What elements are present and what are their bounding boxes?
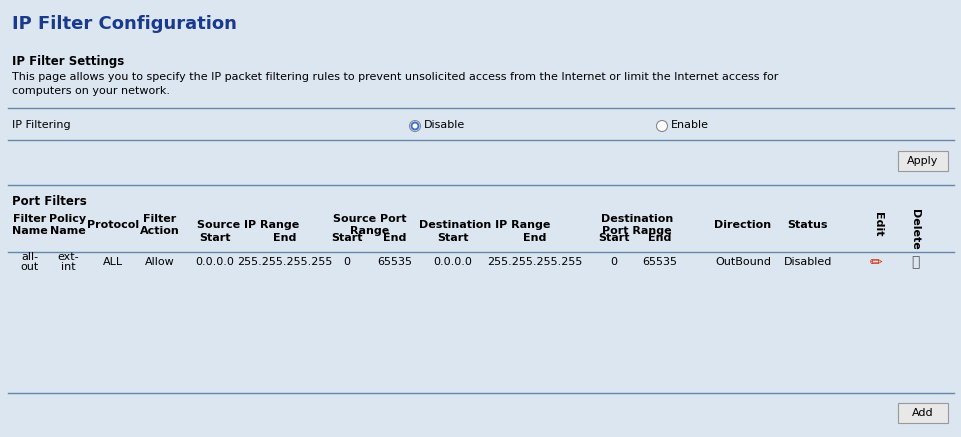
Text: Start: Start: [437, 233, 468, 243]
Text: Action: Action: [140, 225, 180, 236]
Text: IP Filtering: IP Filtering: [12, 120, 70, 130]
Text: IP Filter Configuration: IP Filter Configuration: [12, 15, 236, 33]
Text: IP Filter Settings: IP Filter Settings: [12, 55, 124, 68]
Text: End: End: [648, 233, 671, 243]
Text: End: End: [523, 233, 546, 243]
Text: End: End: [273, 233, 296, 243]
Text: Disable: Disable: [424, 120, 465, 130]
Text: Start: Start: [331, 233, 362, 243]
Text: 0.0.0.0: 0.0.0.0: [433, 257, 472, 267]
Text: ✏: ✏: [869, 254, 881, 270]
Text: Port Filters: Port Filters: [12, 195, 86, 208]
Text: out: out: [21, 263, 39, 273]
Text: Source IP Range: Source IP Range: [197, 220, 299, 230]
Text: Delete: Delete: [909, 208, 919, 250]
Text: This page allows you to specify the IP packet filtering rules to prevent unsolic: This page allows you to specify the IP p…: [12, 72, 777, 82]
Text: Disabled: Disabled: [783, 257, 831, 267]
Text: Allow: Allow: [145, 257, 175, 267]
Text: Add: Add: [911, 408, 933, 418]
Text: Filter: Filter: [143, 215, 177, 225]
Text: Port Range: Port Range: [602, 225, 671, 236]
Circle shape: [412, 124, 417, 128]
Text: End: End: [382, 233, 407, 243]
Text: 255.255.255.255: 255.255.255.255: [487, 257, 582, 267]
Text: Apply: Apply: [906, 156, 938, 166]
Text: 65535: 65535: [377, 257, 412, 267]
Text: Name: Name: [50, 225, 86, 236]
Text: Filter: Filter: [13, 215, 46, 225]
Text: Name: Name: [12, 225, 48, 236]
FancyBboxPatch shape: [897, 403, 947, 423]
Text: 🗑: 🗑: [910, 255, 918, 269]
Text: Edit: Edit: [872, 212, 882, 236]
Text: 0.0.0.0: 0.0.0.0: [195, 257, 234, 267]
Text: Start: Start: [598, 233, 629, 243]
Text: Destination: Destination: [601, 215, 673, 225]
Text: Status: Status: [787, 220, 827, 230]
Text: int: int: [61, 263, 75, 273]
Text: Policy: Policy: [49, 215, 86, 225]
FancyBboxPatch shape: [897, 151, 947, 171]
Text: 255.255.255.255: 255.255.255.255: [237, 257, 333, 267]
Text: Start: Start: [199, 233, 231, 243]
Text: all-: all-: [21, 252, 38, 261]
Text: Source Port: Source Port: [333, 215, 407, 225]
Text: Enable: Enable: [671, 120, 708, 130]
Text: computers on your network.: computers on your network.: [12, 86, 170, 96]
Text: Range: Range: [350, 225, 389, 236]
Text: ALL: ALL: [103, 257, 123, 267]
Circle shape: [410, 121, 419, 131]
Text: Protocol: Protocol: [86, 220, 139, 230]
Text: 65535: 65535: [642, 257, 677, 267]
Text: Destination IP Range: Destination IP Range: [419, 220, 550, 230]
Circle shape: [655, 121, 667, 132]
Circle shape: [409, 121, 420, 132]
Text: 0: 0: [343, 257, 350, 267]
Text: OutBound: OutBound: [714, 257, 770, 267]
Text: Direction: Direction: [714, 220, 771, 230]
Text: 0: 0: [610, 257, 617, 267]
Text: ext-: ext-: [57, 252, 79, 261]
